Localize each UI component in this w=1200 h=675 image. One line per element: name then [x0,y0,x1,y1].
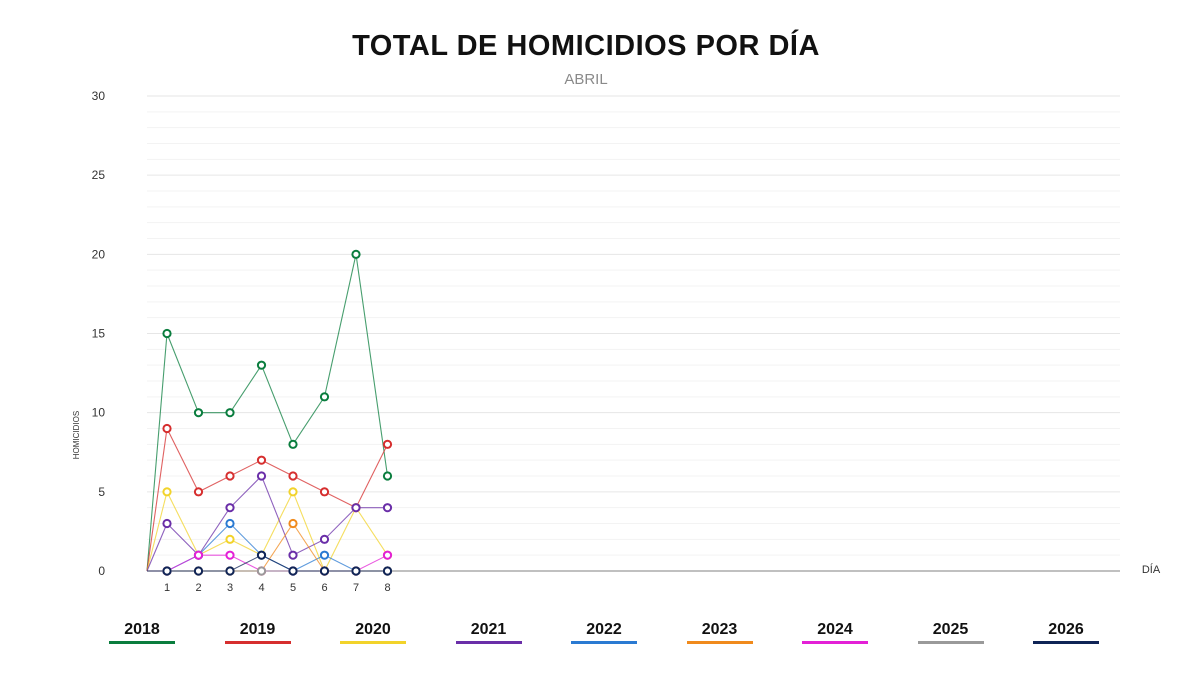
y-axis-label: HOMICIDIOS [72,411,81,459]
series-line-2020 [146,490,388,573]
data-point-2021 [382,503,393,513]
data-point-2018 [319,392,330,402]
data-point-2026 [319,566,330,576]
legend-item-2023: 2023 [686,620,754,644]
data-point-2021 [162,518,172,529]
data-point-2021 [225,503,235,513]
x-tick-label: 6 [321,582,327,594]
x-tick-label: 1 [164,582,170,594]
legend-swatch [802,641,868,644]
data-point-2019 [288,471,298,481]
data-point-2024 [193,550,204,560]
legend-item-2018: 2018 [108,620,176,644]
legend-swatch [109,641,175,644]
data-point-2024 [382,550,393,560]
data-point-2019 [319,487,330,497]
data-point-2026 [162,566,172,576]
y-tick-label: 10 [92,406,106,420]
data-point-2022 [225,518,235,529]
legend-item-2024: 2024 [801,620,869,644]
data-point-2020 [225,534,235,544]
legend: 2018 2019 2020 2021 2022 2023 2024 2025 2026 [0,620,1200,660]
legend-label: 2022 [586,621,622,638]
legend-item-2021: 2021 [455,620,523,644]
legend-item-2025: 2025 [917,620,985,644]
y-tick-label: 25 [92,168,106,182]
x-tick-label: 5 [290,582,296,594]
grid-lines [147,95,1120,556]
chart-title: TOTAL DE HOMICIDIOS POR DÍA [352,30,820,62]
series-points [162,249,393,576]
data-point-2021 [351,503,361,513]
data-point-2022 [319,550,330,560]
x-tick-label: 7 [353,582,359,594]
legend-item-2022: 2022 [570,620,638,644]
legend-label: 2020 [355,621,391,638]
data-point-2020 [162,487,172,497]
data-point-2026 [382,566,393,576]
data-point-2018 [225,408,235,418]
data-point-2019 [162,423,172,434]
legend-label: 2024 [817,621,853,638]
legend-swatch [1033,641,1099,644]
line-chart: 0 5 10 15 20 25 30 1 2 3 4 5 6 7 8 HOMICIDIOS DÍA [72,89,1161,594]
legend-label: 2018 [124,621,160,638]
x-tick-labels: 1 2 3 4 5 6 7 8 [164,582,391,594]
legend-item-2020: 2020 [339,620,407,644]
legend-swatch [455,641,522,644]
y-tick-labels: 0 5 10 15 20 25 30 [92,89,106,578]
data-point-2019 [225,471,235,481]
data-point-2018 [193,408,204,418]
legend-label: 2023 [701,621,738,638]
legend-swatch [340,641,406,644]
legend-swatch [224,641,291,644]
data-point-2019 [193,487,204,497]
data-point-2018 [382,471,393,481]
data-point-2026 [193,566,204,576]
x-tick-label: 2 [195,582,201,594]
x-tick-label: 4 [258,582,264,594]
data-point-2019 [382,439,393,449]
data-point-2026 [225,566,235,576]
x-axis-label: DÍA [1142,563,1161,576]
data-point-2020 [288,487,298,497]
data-point-2023 [288,518,298,529]
y-tick-label: 5 [98,485,105,499]
legend-label: 2021 [470,621,507,638]
data-point-2026 [256,550,267,560]
data-point-2021 [288,550,298,560]
data-point-2025 [256,566,267,576]
chart-subtitle: ABRIL [564,71,608,88]
series-line-2023 [147,522,388,572]
x-tick-label: 3 [227,582,233,594]
legend-label: 2019 [239,621,276,638]
data-point-2024 [225,550,235,560]
legend-swatch [571,641,637,644]
data-point-2018 [288,439,298,449]
legend-item-2026: 2026 [1032,620,1100,644]
series-line-2019 [146,426,388,572]
y-tick-label: 15 [92,327,106,341]
data-point-2018 [351,249,361,259]
data-point-2026 [351,566,361,576]
legend-item-2019: 2019 [224,620,292,644]
data-point-2021 [256,471,267,481]
data-point-2018 [162,328,172,339]
data-point-2021 [319,534,330,544]
y-tick-label: 0 [98,564,105,578]
data-point-2026 [288,566,298,576]
legend-swatch [686,641,753,644]
legend-swatch [917,641,984,644]
legend-label: 2025 [932,621,969,638]
y-tick-label: 30 [92,89,106,103]
data-point-2018 [256,360,267,370]
data-point-2019 [256,455,267,465]
x-tick-label: 8 [384,582,390,594]
series-line-2022 [147,522,388,572]
legend-label: 2026 [1048,621,1084,638]
y-tick-label: 20 [92,247,106,261]
